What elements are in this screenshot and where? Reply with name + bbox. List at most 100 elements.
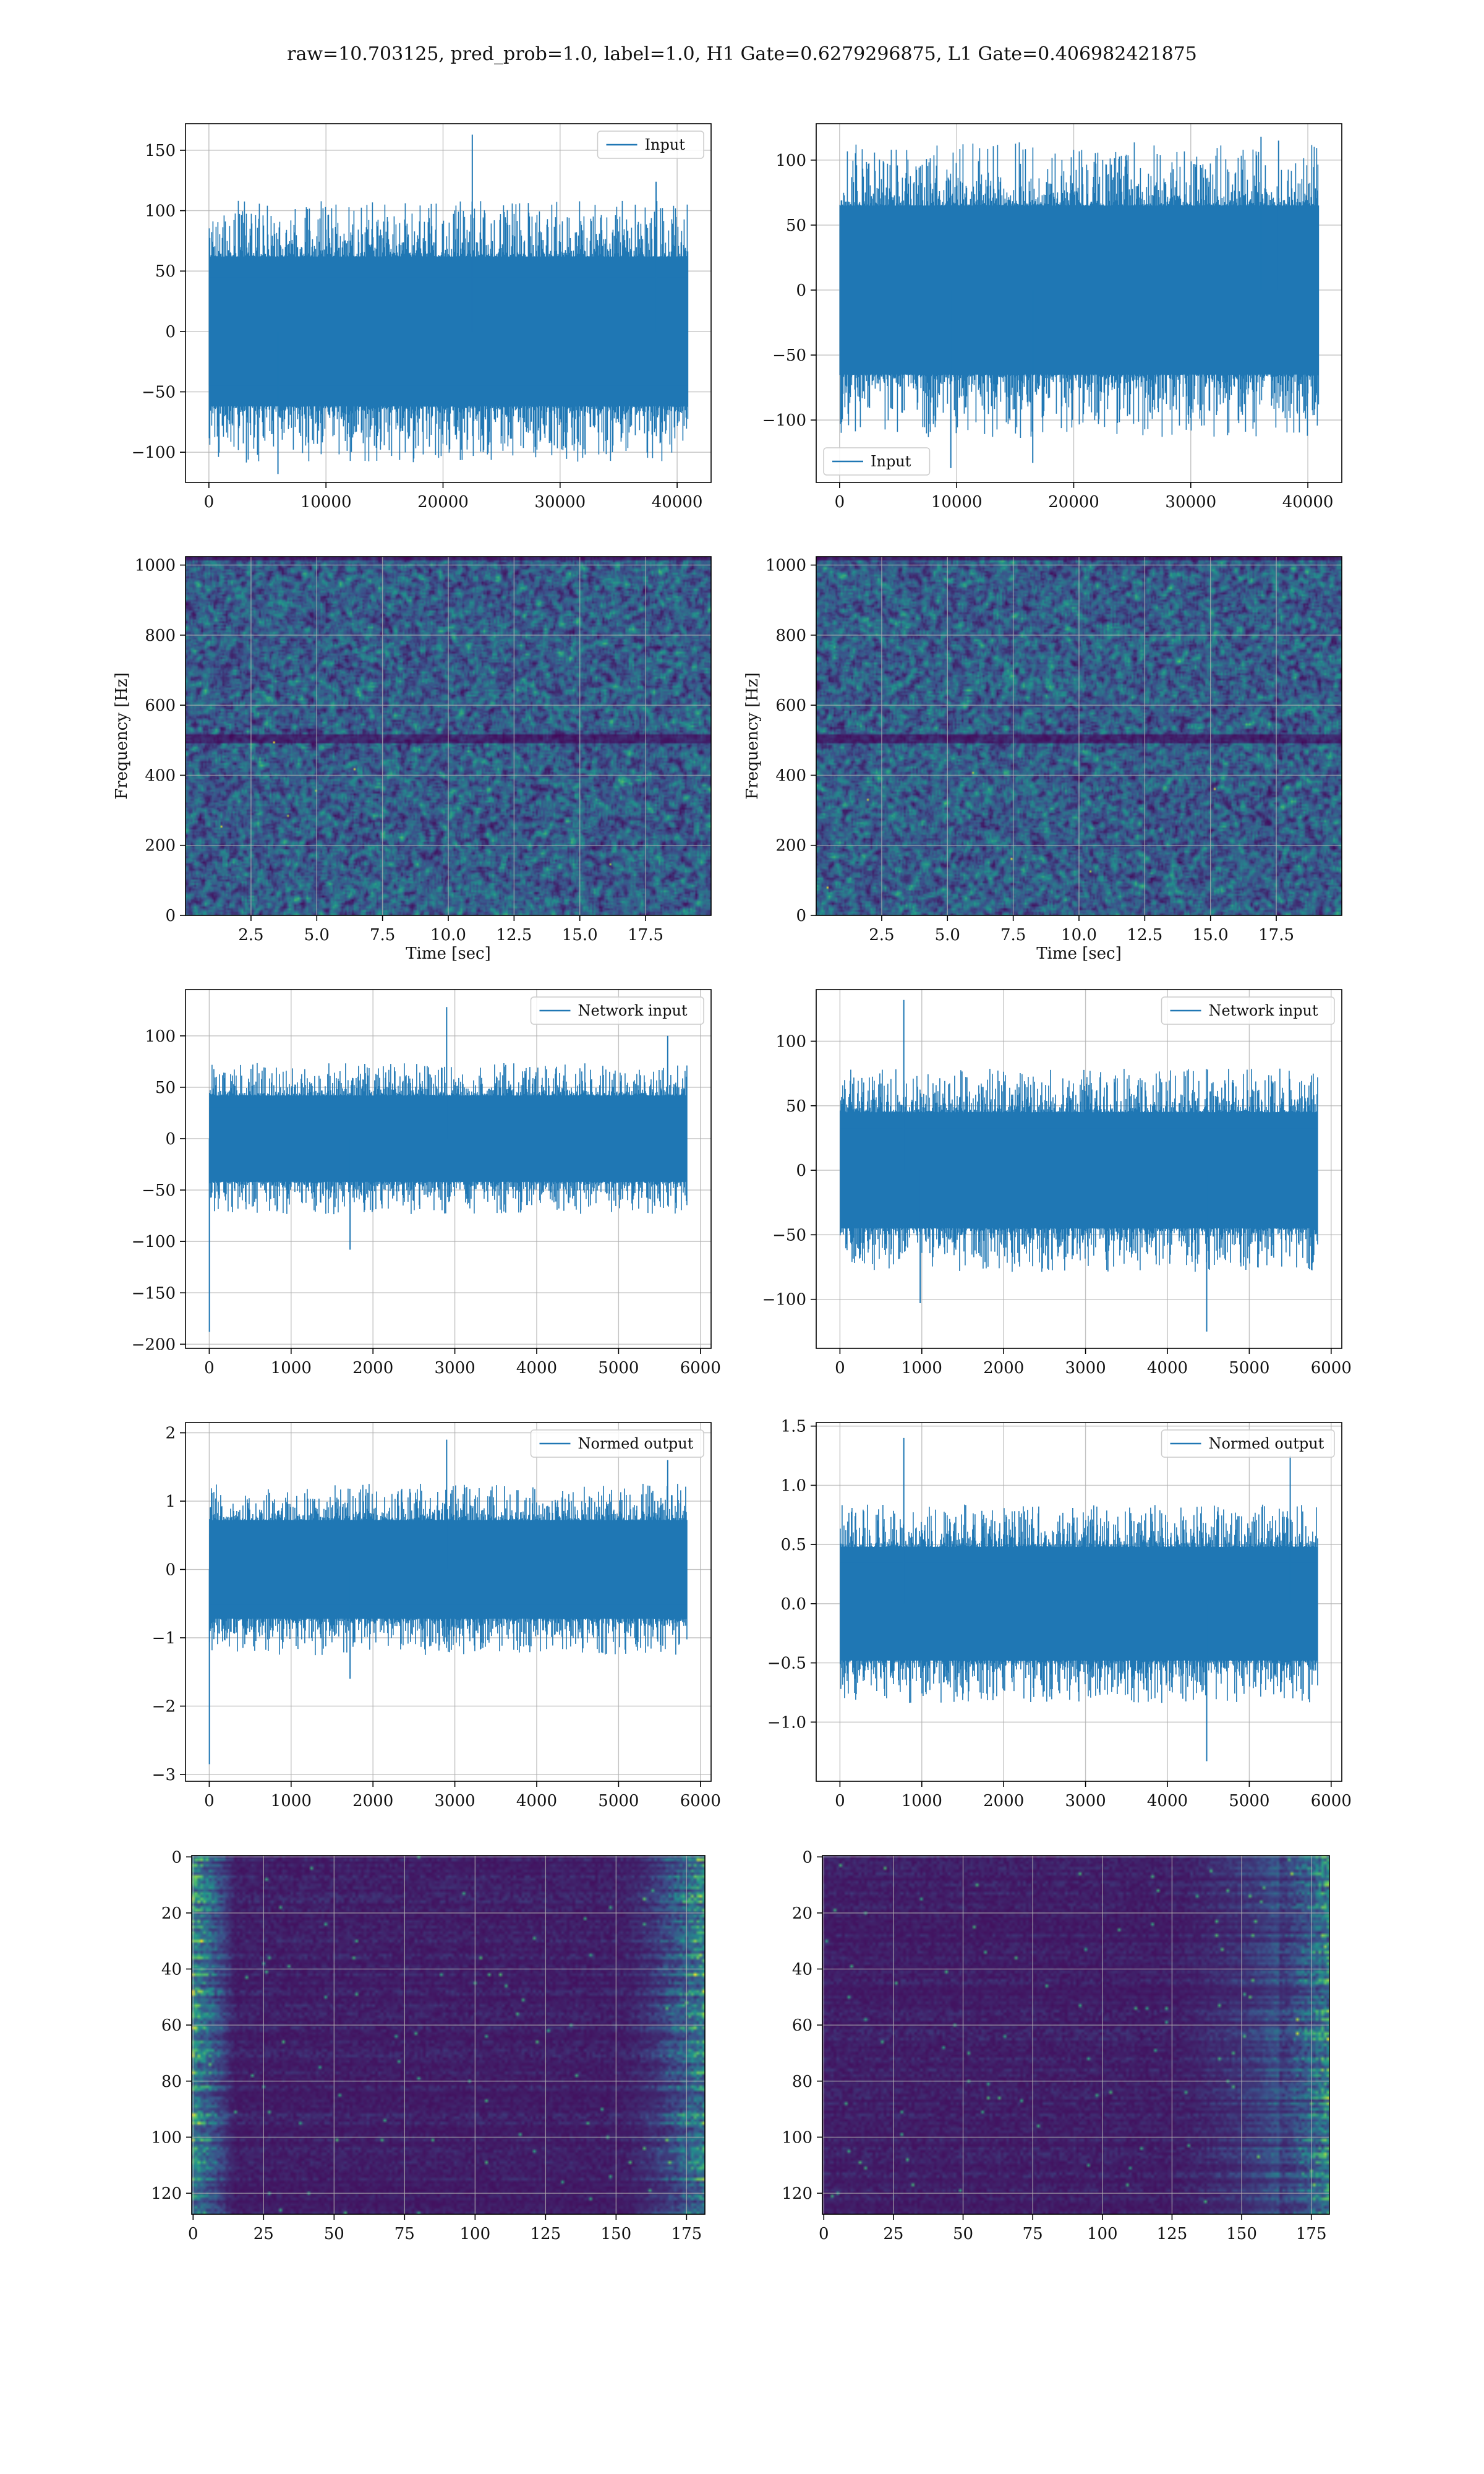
legend: Input (597, 131, 704, 159)
y-tick-label: 50 (155, 1079, 176, 1097)
y-tick-label: 120 (782, 2185, 812, 2203)
x-tick-label: 50 (324, 2225, 344, 2243)
x-axis-label: Time [sec] (406, 944, 491, 963)
x-tick-label: 25 (254, 2225, 274, 2243)
x-tick-label: 12.5 (1127, 926, 1162, 944)
y-tick-label: 20 (161, 1904, 182, 1923)
x-tick-label: 12.5 (496, 926, 532, 944)
x-tick-label: 75 (394, 2225, 415, 2243)
signal-core (208, 277, 688, 386)
y-tick-label: 0 (796, 907, 806, 925)
x-tick-label: 5000 (1229, 1792, 1269, 1810)
y-tick-label: −100 (762, 1291, 806, 1309)
x-tick-label: 0 (835, 493, 845, 511)
x-tick-label: 0 (819, 2225, 829, 2243)
x-tick-label: 40000 (1282, 493, 1334, 511)
legend-box (1161, 996, 1335, 1025)
y-tick-label: 0 (165, 907, 176, 925)
y-tick-label: −100 (132, 1233, 176, 1251)
x-tick-label: 0 (835, 1359, 845, 1377)
x-tick-label: 1000 (902, 1359, 942, 1377)
x-tick-label: 4000 (1147, 1359, 1188, 1377)
x-tick-label: 40000 (652, 493, 703, 511)
x-tick-label: 2.5 (869, 926, 894, 944)
axes-frame (191, 1855, 706, 2215)
y-tick-label: −100 (762, 411, 806, 430)
y-tick-label: 0 (796, 1162, 806, 1180)
x-tick-label: 25 (883, 2225, 903, 2243)
x-tick-label: 5000 (598, 1359, 639, 1377)
axes-frame (816, 123, 1342, 483)
x-tick-label: 6000 (680, 1359, 721, 1377)
axes-frame (185, 123, 712, 483)
y-tick-label: 600 (145, 696, 176, 715)
x-tick-label: 4000 (516, 1792, 557, 1810)
x-tick-label: 4000 (1147, 1792, 1188, 1810)
x-tick-label: 10000 (301, 493, 352, 511)
x-tick-label: 175 (1296, 2225, 1327, 2243)
x-tick-label: 2000 (352, 1359, 393, 1377)
y-tick-label: 100 (775, 1032, 806, 1051)
y-tick-label: 100 (775, 152, 806, 170)
axes-frame (816, 556, 1342, 916)
axes-frame (816, 1422, 1342, 1782)
y-tick-label: 0 (165, 1561, 176, 1580)
y-tick-label: 80 (792, 2073, 812, 2091)
y-tick-label: −3 (152, 1766, 176, 1784)
x-tick-label: 5000 (1229, 1359, 1269, 1377)
plot-8: 0 25 50 75 100 125 150 175 0 20 40 60 80 100 120 (151, 1848, 706, 2243)
x-tick-label: 2.5 (238, 926, 263, 944)
x-tick-label: 10.0 (430, 926, 466, 944)
legend-box (1161, 1429, 1335, 1458)
y-tick-label: 600 (775, 696, 806, 715)
x-tick-label: 7.5 (370, 926, 395, 944)
y-tick-label: 0.5 (781, 1536, 806, 1554)
plot-5: 0 1000 2000 3000 4000 5000 6000 −100 −50 0 50 100 Ne… (762, 989, 1352, 1377)
figure-title: raw=10.703125, pred_prob=1.0, label=1.0,… (287, 43, 1197, 65)
x-tick-label: 6000 (680, 1792, 721, 1810)
y-tick-label: 400 (145, 766, 176, 785)
plot-3: 2.5 5.0 7.5 10.0 12.5 15.0 17.5 0 200 400 600 800 10… (743, 556, 1342, 963)
plot-9: 0 25 50 75 100 125 150 175 0 20 40 60 80 100 120 (782, 1848, 1330, 2243)
y-tick-label: 1000 (765, 557, 806, 575)
y-tick-label: 1.5 (781, 1418, 806, 1436)
x-tick-label: 100 (1087, 2225, 1118, 2243)
axes-frame (816, 989, 1342, 1349)
y-tick-label: 20 (792, 1904, 812, 1923)
x-tick-label: 5000 (598, 1792, 639, 1810)
x-tick-label: 5.0 (304, 926, 330, 944)
legend-box (530, 1429, 704, 1458)
signal-core (209, 1534, 688, 1605)
x-tick-label: 125 (1157, 2225, 1188, 2243)
legend: Normed output (1161, 1429, 1335, 1458)
x-tick-label: 100 (460, 2225, 491, 2243)
y-tick-label: 0 (802, 1848, 812, 1867)
signal-core (209, 1107, 688, 1170)
x-tick-label: 150 (1226, 2225, 1257, 2243)
y-axis-label: Frequency [Hz] (743, 672, 762, 800)
plot-1: 0 10000 20000 30000 40000 −100 −50 0 50 100 Input (762, 123, 1342, 511)
x-tick-label: 6000 (1311, 1359, 1352, 1377)
x-tick-label: 150 (601, 2225, 632, 2243)
y-tick-label: 100 (145, 1027, 176, 1046)
x-tick-label: 0 (835, 1792, 845, 1810)
y-tick-label: 80 (161, 2073, 182, 2091)
y-tick-label: 50 (155, 262, 176, 281)
x-axis-label: Time [sec] (1036, 944, 1122, 963)
plot-7: 0 1000 2000 3000 4000 5000 6000 −1.0 −0.5 0.0 0.5 1… (767, 1418, 1352, 1810)
x-tick-label: 3000 (435, 1359, 475, 1377)
legend-label: Input (871, 453, 911, 470)
legend: Network input (1161, 996, 1335, 1025)
legend-label: Normed output (1209, 1435, 1324, 1452)
y-tick-label: −1.0 (767, 1713, 806, 1732)
signal-core (840, 1562, 1318, 1645)
x-tick-label: 30000 (534, 493, 586, 511)
x-tick-label: 17.5 (1258, 926, 1294, 944)
x-tick-label: 1000 (271, 1359, 312, 1377)
y-tick-label: 0 (165, 323, 176, 341)
axes-frame (185, 989, 712, 1349)
y-tick-label: 50 (786, 1097, 806, 1116)
y-tick-label: 50 (786, 216, 806, 235)
x-tick-label: 175 (672, 2225, 702, 2243)
